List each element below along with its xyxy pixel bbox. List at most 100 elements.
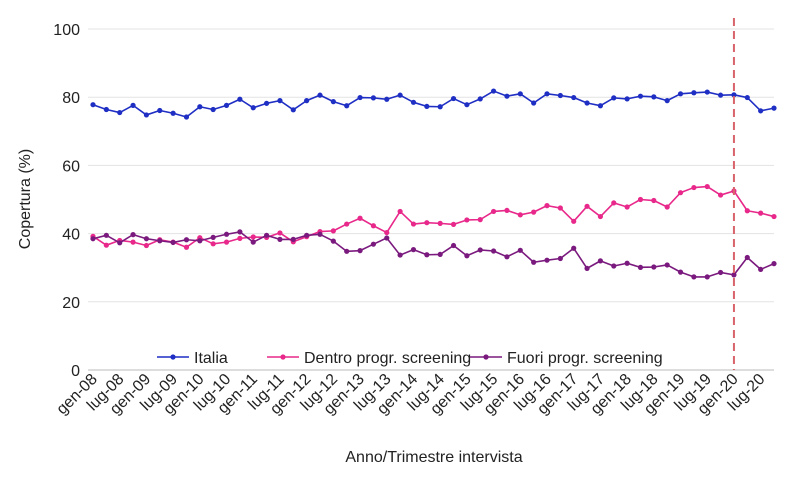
data-point [611, 95, 617, 101]
data-point [758, 210, 764, 216]
legend: Italia Dentro progr. screening Fuori progr… [157, 350, 663, 367]
gridlines [88, 28, 774, 303]
data-point [651, 264, 657, 270]
data-point [370, 241, 377, 247]
legend-swatch-marker [170, 354, 176, 360]
data-point [370, 95, 377, 101]
data-point [571, 94, 577, 101]
data-point [758, 266, 764, 273]
data-point [397, 92, 403, 98]
data-point [651, 197, 657, 204]
data-point [677, 91, 684, 97]
data-point [544, 203, 550, 209]
data-point [597, 258, 604, 264]
data-point [250, 239, 256, 245]
data-point [317, 231, 323, 237]
data-point [210, 241, 216, 247]
data-point [157, 238, 163, 244]
data-point [397, 208, 403, 215]
data-point [344, 248, 350, 254]
data-point [143, 112, 150, 118]
data-point [771, 213, 777, 220]
data-point [90, 236, 96, 242]
data-point [130, 102, 136, 108]
data-point [771, 105, 777, 111]
legend-item: Dentro progr. screening [267, 350, 471, 367]
data-point [437, 104, 443, 110]
data-point [263, 232, 270, 238]
series-group [90, 88, 777, 280]
data-point [717, 92, 724, 98]
data-point [611, 263, 617, 269]
data-point [277, 98, 283, 104]
data-point [691, 184, 697, 191]
data-point [637, 93, 644, 99]
data-point [223, 231, 230, 237]
data-point [424, 220, 430, 226]
legend-label: Italia [194, 350, 228, 367]
data-point [344, 221, 350, 227]
data-point [731, 272, 737, 278]
data-point [143, 242, 150, 249]
y-tick-label: 60 [62, 158, 80, 175]
data-point [571, 245, 577, 251]
data-point [223, 102, 230, 108]
data-point [504, 93, 510, 99]
data-point [637, 264, 644, 270]
y-axis-ticks: 0 20 40 60 80 100 [53, 22, 80, 380]
data-point [143, 236, 150, 242]
data-point [210, 234, 216, 240]
data-point [237, 235, 243, 241]
data-point [544, 257, 550, 263]
data-point [170, 239, 176, 246]
data-point [731, 92, 737, 98]
data-point [384, 235, 390, 241]
data-point [397, 252, 403, 258]
y-tick-label: 0 [71, 363, 80, 380]
data-point [717, 192, 724, 198]
data-point [384, 96, 390, 102]
data-point [410, 99, 417, 105]
data-point [504, 207, 510, 214]
data-point [677, 269, 684, 275]
data-point [517, 91, 523, 97]
data-point [304, 98, 310, 104]
data-point [130, 232, 136, 238]
data-point [250, 105, 256, 111]
data-point [330, 238, 336, 244]
data-point [357, 215, 363, 221]
data-point [490, 248, 497, 254]
data-point [464, 217, 470, 223]
data-point [544, 91, 550, 97]
data-point [531, 259, 537, 265]
data-point [210, 106, 216, 113]
data-point [704, 183, 710, 190]
data-point [304, 232, 310, 238]
data-point [450, 242, 457, 249]
data-point [183, 244, 190, 250]
data-point [664, 98, 670, 104]
legend-swatch-marker [280, 354, 286, 360]
data-point [237, 96, 243, 102]
data-point [531, 209, 537, 215]
data-point [664, 262, 670, 268]
data-point [183, 237, 190, 243]
data-point [624, 260, 630, 266]
data-point [584, 100, 590, 106]
data-point [437, 220, 443, 226]
data-point [170, 110, 176, 116]
data-point [197, 104, 203, 110]
data-point [464, 253, 470, 259]
data-point [677, 190, 684, 196]
data-point [517, 247, 523, 253]
series-1 [90, 88, 777, 120]
data-point [410, 221, 417, 227]
legend-label: Dentro progr. screening [304, 350, 471, 367]
data-point [450, 221, 457, 227]
data-point [103, 106, 109, 113]
data-point [597, 103, 604, 109]
data-point [744, 208, 750, 214]
data-point [103, 242, 109, 248]
data-point [357, 248, 363, 254]
x-axis-ticks: gen-08lug-08gen-09lug-09gen-10lug-10gen-… [54, 371, 769, 418]
